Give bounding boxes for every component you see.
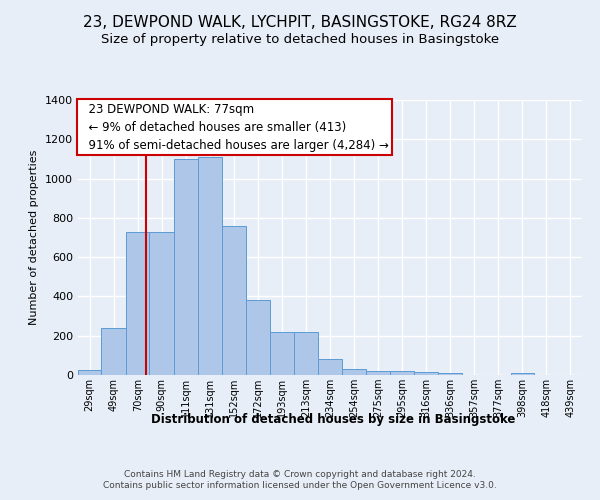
Bar xyxy=(126,232,149,375)
Y-axis label: Number of detached properties: Number of detached properties xyxy=(29,150,40,325)
Text: 23 DEWPOND WALK: 77sqm
  ← 9% of detached houses are smaller (413)
  91% of semi: 23 DEWPOND WALK: 77sqm ← 9% of detached … xyxy=(80,103,388,152)
Bar xyxy=(270,332,293,375)
Bar xyxy=(390,371,415,375)
Bar xyxy=(293,332,318,375)
Bar xyxy=(438,373,463,375)
Bar xyxy=(174,159,197,375)
Text: Contains HM Land Registry data © Crown copyright and database right 2024.: Contains HM Land Registry data © Crown c… xyxy=(124,470,476,479)
Bar xyxy=(197,157,222,375)
Bar xyxy=(511,373,534,375)
Bar xyxy=(367,371,390,375)
Text: 23, DEWPOND WALK, LYCHPIT, BASINGSTOKE, RG24 8RZ: 23, DEWPOND WALK, LYCHPIT, BASINGSTOKE, … xyxy=(83,15,517,30)
Text: Contains public sector information licensed under the Open Government Licence v3: Contains public sector information licen… xyxy=(103,481,497,490)
Text: Distribution of detached houses by size in Basingstoke: Distribution of detached houses by size … xyxy=(151,412,515,426)
Bar xyxy=(415,372,438,375)
Bar xyxy=(245,300,270,375)
Bar xyxy=(318,360,342,375)
Bar xyxy=(222,226,245,375)
Bar xyxy=(342,369,367,375)
Bar xyxy=(149,232,174,375)
Bar xyxy=(78,370,101,375)
Text: Size of property relative to detached houses in Basingstoke: Size of property relative to detached ho… xyxy=(101,32,499,46)
Bar xyxy=(101,328,126,375)
